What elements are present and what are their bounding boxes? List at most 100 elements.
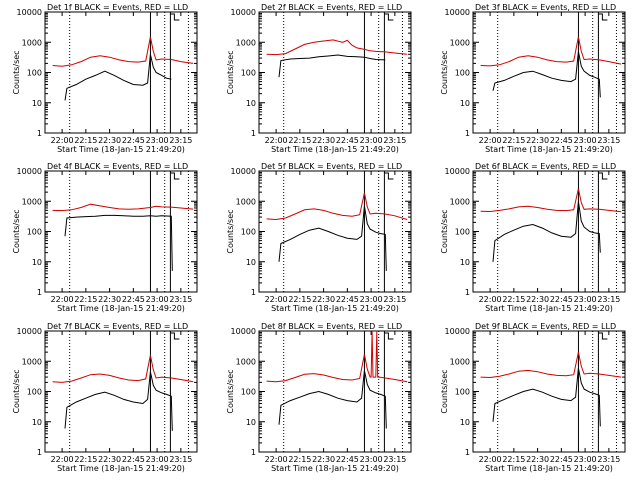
x-tick-label: 23:15 <box>169 295 192 304</box>
x-tick-label: 22:15 <box>288 136 311 145</box>
x-tick-label: 22:30 <box>98 455 121 464</box>
y-tick-label: 10000 <box>231 327 256 336</box>
y-axis-label: Counts/sec <box>12 369 21 413</box>
panel-title: Det 8f BLACK = Events, RED = LLD <box>261 322 402 331</box>
interval-flag <box>384 172 394 180</box>
panel-title: Det 9f BLACK = Events, RED = LLD <box>475 322 616 331</box>
x-tick-label: 22:00 <box>265 295 288 304</box>
interval-flag <box>598 332 608 340</box>
x-tick-label: 22:45 <box>122 295 145 304</box>
series-events <box>278 370 387 429</box>
y-tick-label: 1000 <box>236 357 256 366</box>
y-tick-label: 10 <box>32 418 42 427</box>
series-lld <box>480 188 622 213</box>
x-tick-label: 22:45 <box>336 136 359 145</box>
x-tick-label: 23:15 <box>597 455 620 464</box>
y-tick-label: 1000 <box>450 38 470 47</box>
x-axis-label: Start Time (18-Jan-15 21:49:20) <box>57 304 185 313</box>
y-tick-label: 100 <box>27 228 42 237</box>
interval-flag <box>170 332 180 340</box>
x-tick-label: 22:15 <box>502 295 525 304</box>
y-tick-label: 1 <box>251 448 256 457</box>
interval-flag <box>384 13 394 21</box>
x-tick-label: 23:15 <box>169 136 192 145</box>
series-events <box>64 54 172 101</box>
x-tick-label: 22:00 <box>479 136 502 145</box>
x-axis-label: Start Time (18-Jan-15 21:49:20) <box>485 464 613 473</box>
interval-flag <box>170 172 180 180</box>
x-axis-label: Start Time (18-Jan-15 21:49:20) <box>485 304 613 313</box>
x-tick-label: 22:30 <box>312 295 335 304</box>
y-tick-label: 1000 <box>450 197 470 206</box>
y-tick-label: 100 <box>27 69 42 78</box>
panel-title: Det 5f BLACK = Events, RED = LLD <box>261 162 402 171</box>
y-tick-label: 10000 <box>231 8 256 17</box>
x-axis-label: Start Time (18-Jan-15 21:49:20) <box>485 145 613 154</box>
y-tick-label: 10000 <box>445 327 470 336</box>
x-tick-label: 22:00 <box>51 455 74 464</box>
interval-flag <box>384 332 394 340</box>
y-tick-label: 10000 <box>17 167 42 176</box>
y-axis-label: Counts/sec <box>440 50 449 94</box>
y-tick-label: 1000 <box>236 197 256 206</box>
panel-title: Det 4f BLACK = Events, RED = LLD <box>47 162 188 171</box>
y-tick-label: 10 <box>460 258 470 267</box>
x-tick-label: 23:00 <box>360 136 383 145</box>
y-tick-label: 1 <box>465 448 470 457</box>
series-events <box>278 205 387 271</box>
x-tick-label: 23:15 <box>169 455 192 464</box>
y-tick-label: 100 <box>241 228 256 237</box>
x-tick-label: 22:15 <box>288 455 311 464</box>
x-tick-label: 22:15 <box>502 136 525 145</box>
y-tick-label: 1 <box>37 288 42 297</box>
x-axis-label: Start Time (18-Jan-15 21:49:20) <box>57 145 185 154</box>
y-tick-label: 100 <box>27 388 42 397</box>
series-lld <box>52 36 194 67</box>
plot-frame <box>472 330 626 453</box>
plot-frame <box>44 330 198 453</box>
series-events <box>492 51 601 98</box>
x-tick-label: 23:00 <box>146 295 169 304</box>
x-tick-label: 23:00 <box>574 136 597 145</box>
interval-flag <box>598 172 608 180</box>
x-tick-label: 22:45 <box>550 136 573 145</box>
y-tick-label: 1000 <box>22 357 42 366</box>
x-tick-label: 22:00 <box>51 295 74 304</box>
x-tick-label: 22:45 <box>550 455 573 464</box>
x-tick-label: 22:45 <box>122 455 145 464</box>
x-tick-label: 22:00 <box>51 136 74 145</box>
x-tick-label: 23:00 <box>574 455 597 464</box>
x-tick-label: 23:15 <box>597 295 620 304</box>
x-tick-label: 22:15 <box>74 136 97 145</box>
x-tick-label: 22:45 <box>336 455 359 464</box>
x-tick-label: 22:00 <box>265 136 288 145</box>
y-tick-label: 10 <box>246 258 256 267</box>
y-tick-label: 10000 <box>231 167 256 176</box>
y-tick-label: 10000 <box>17 8 42 17</box>
x-tick-label: 22:00 <box>265 455 288 464</box>
x-tick-label: 22:30 <box>526 455 549 464</box>
x-tick-label: 23:00 <box>146 455 169 464</box>
plot-frame <box>258 170 412 293</box>
interval-flag <box>170 13 180 21</box>
y-tick-label: 1 <box>37 129 42 138</box>
y-tick-label: 10000 <box>445 167 470 176</box>
y-tick-label: 100 <box>455 69 470 78</box>
series-lld <box>266 192 408 221</box>
x-tick-label: 22:30 <box>312 455 335 464</box>
y-axis-label: Counts/sec <box>12 209 21 253</box>
x-tick-label: 22:15 <box>74 295 97 304</box>
x-axis-label: Start Time (18-Jan-15 21:49:20) <box>271 145 399 154</box>
x-tick-label: 22:45 <box>122 136 145 145</box>
series-lld <box>52 203 194 212</box>
interval-flag <box>598 13 608 21</box>
plot-frame <box>472 11 626 134</box>
y-tick-label: 10 <box>460 99 470 108</box>
x-tick-label: 22:45 <box>550 295 573 304</box>
series-lld <box>52 355 194 383</box>
y-tick-label: 1 <box>251 288 256 297</box>
y-tick-label: 1 <box>251 129 256 138</box>
